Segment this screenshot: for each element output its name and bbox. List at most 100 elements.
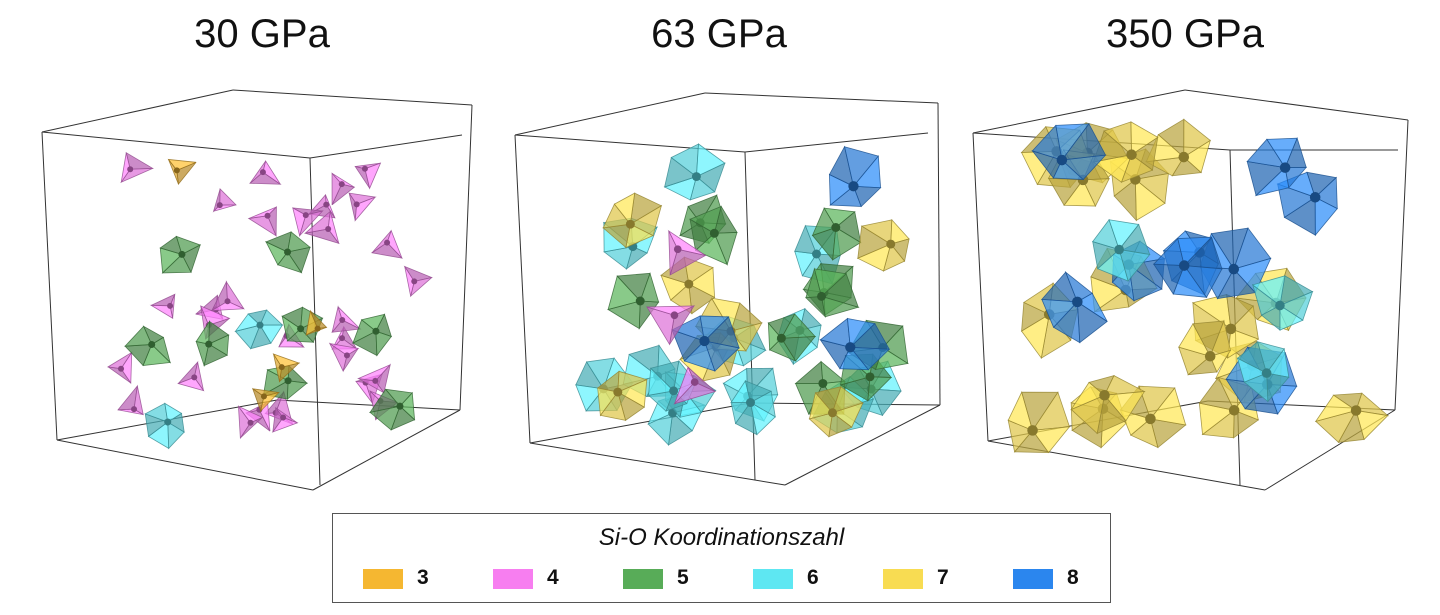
- si-atom: [384, 239, 391, 246]
- si-atom: [709, 228, 719, 238]
- si-atom: [625, 219, 635, 229]
- si-atom: [1099, 389, 1110, 401]
- si-atom: [818, 378, 828, 388]
- polyhedron: [1236, 341, 1290, 403]
- box-edge: [1394, 119, 1409, 411]
- polyhedron: [673, 366, 717, 405]
- si-atom: [1178, 260, 1190, 271]
- polyhedron: [596, 370, 648, 422]
- polyhedron: [195, 320, 230, 368]
- sim-box-0: [41, 89, 473, 491]
- polyhedron: [369, 388, 416, 431]
- box-edge: [937, 102, 941, 406]
- polyhedron: [1041, 270, 1108, 344]
- si-atom: [353, 201, 360, 208]
- polyhedron: [167, 158, 197, 186]
- box-edge: [56, 439, 314, 491]
- polyhedron: [149, 293, 176, 320]
- si-atom: [691, 172, 701, 182]
- si-atom: [1204, 350, 1216, 362]
- polyhedron: [1007, 391, 1071, 454]
- polyhedron: [767, 313, 817, 362]
- polyhedron: [271, 406, 299, 433]
- polyhedron: [212, 187, 237, 213]
- polyhedron: [670, 315, 740, 372]
- polyhedron: [1092, 218, 1151, 282]
- si-atom: [1275, 300, 1285, 311]
- si-atom: [260, 393, 267, 400]
- polyhedron: [159, 235, 202, 274]
- polyhedron: [1178, 319, 1232, 376]
- si-atom: [831, 223, 841, 232]
- polyhedron: [251, 387, 281, 413]
- polyhedron: [352, 313, 392, 357]
- box-edge: [972, 132, 989, 442]
- si-atom: [314, 325, 321, 332]
- polyhedron: [248, 160, 282, 185]
- si-atom: [297, 325, 305, 333]
- box-edge: [309, 134, 463, 159]
- panel-title-63gpa: 63 GPa: [651, 12, 787, 56]
- si-atom: [613, 387, 623, 397]
- si-atom: [127, 166, 134, 173]
- si-atom: [302, 212, 309, 219]
- polyhedron: [667, 229, 707, 276]
- polyhedron: [144, 402, 185, 450]
- si-atom: [284, 377, 292, 385]
- si-atom: [247, 419, 254, 426]
- si-atom: [339, 316, 346, 323]
- si-atom: [131, 406, 138, 413]
- polyhedron: [602, 192, 663, 249]
- legend-swatch-6: [753, 569, 793, 589]
- polyhedron: [1070, 374, 1146, 435]
- si-atom: [338, 181, 345, 188]
- polyhedron: [819, 317, 891, 371]
- si-atom: [259, 169, 266, 176]
- polyhedron: [237, 405, 264, 440]
- si-atom: [118, 365, 125, 372]
- polyhedron: [210, 280, 245, 312]
- si-atom: [828, 408, 837, 418]
- si-atom: [278, 364, 285, 371]
- polyhedron: [804, 267, 860, 318]
- polyhedron: [265, 231, 311, 274]
- si-atom: [148, 340, 156, 349]
- si-atom: [848, 181, 859, 192]
- si-atom: [1072, 296, 1083, 308]
- box-edge: [276, 399, 461, 411]
- polyhedron: [607, 272, 660, 330]
- si-atom: [886, 239, 896, 249]
- legend-label-5: 5: [677, 566, 689, 589]
- polyhedron: [292, 207, 324, 238]
- polyhedron: [808, 386, 864, 438]
- legend-swatch-8: [1013, 569, 1053, 589]
- polyhedron: [328, 342, 360, 373]
- si-atom: [411, 278, 418, 285]
- si-atom: [173, 167, 180, 174]
- box-edge: [514, 92, 706, 136]
- si-atom: [284, 248, 292, 256]
- polyhedron: [370, 229, 404, 259]
- si-atom: [396, 402, 404, 410]
- si-atom: [669, 386, 679, 396]
- si-atom: [635, 296, 645, 306]
- si-atom: [167, 302, 174, 309]
- box-edge: [784, 404, 941, 486]
- legend-label-4: 4: [547, 566, 559, 589]
- polyhedron: [811, 207, 862, 261]
- si-atom: [339, 335, 346, 342]
- si-atom: [670, 311, 679, 320]
- si-atom: [1126, 149, 1137, 160]
- si-atom: [372, 377, 379, 384]
- polyhedron: [828, 145, 882, 208]
- polyhedron: [1251, 275, 1314, 331]
- polyhedron: [247, 205, 278, 237]
- si-atom: [224, 298, 231, 305]
- si-atom: [256, 321, 264, 329]
- polyhedron: [331, 305, 362, 333]
- polyhedron: [1314, 392, 1390, 443]
- si-atom: [746, 398, 755, 408]
- si-atom: [1350, 405, 1362, 416]
- box-edge: [1184, 89, 1409, 121]
- si-atom: [845, 342, 856, 353]
